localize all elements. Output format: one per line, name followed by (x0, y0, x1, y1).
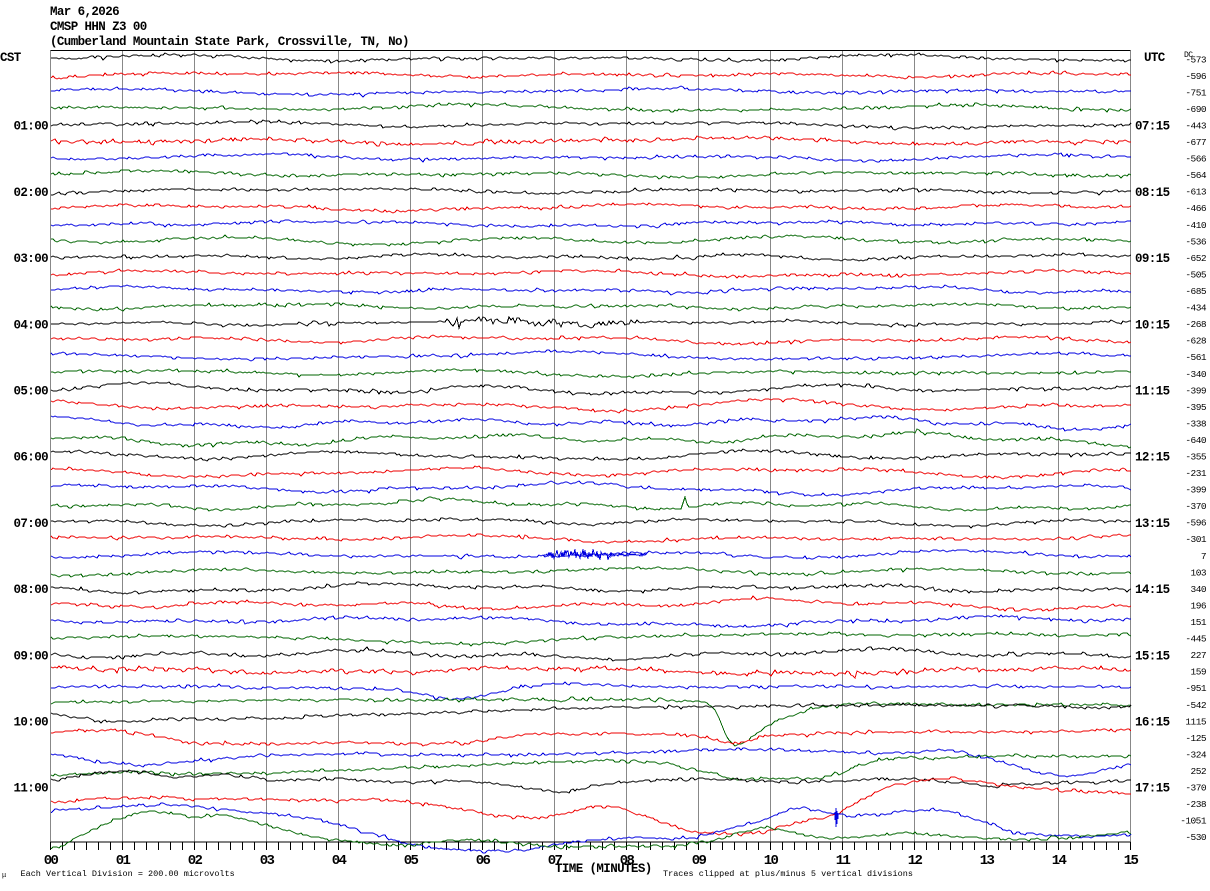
svg-text:-434: -434 (1185, 303, 1206, 314)
svg-text:-677: -677 (1185, 137, 1206, 148)
svg-text:7: 7 (1201, 551, 1206, 562)
svg-text:-301: -301 (1185, 534, 1206, 545)
svg-text:159: 159 (1191, 667, 1207, 678)
svg-text:-370: -370 (1185, 501, 1206, 512)
svg-text:-573: -573 (1185, 54, 1206, 65)
svg-text:-125: -125 (1185, 733, 1206, 744)
svg-text:1115: 1115 (1185, 716, 1206, 727)
svg-text:07:00: 07:00 (13, 517, 48, 531)
svg-text:-536: -536 (1185, 236, 1206, 247)
svg-text:10:15: 10:15 (1135, 318, 1170, 332)
svg-text:-566: -566 (1185, 154, 1206, 165)
svg-text:04: 04 (332, 853, 347, 869)
svg-text:-596: -596 (1185, 71, 1206, 82)
svg-text:-690: -690 (1185, 104, 1206, 115)
svg-text:CST: CST (0, 51, 22, 65)
svg-text:09:15: 09:15 (1135, 252, 1170, 266)
svg-text:252: 252 (1191, 766, 1207, 777)
svg-text:227: 227 (1191, 650, 1206, 661)
svg-text:-685: -685 (1185, 286, 1206, 297)
svg-text:09: 09 (692, 853, 707, 869)
svg-text:196: 196 (1191, 600, 1207, 611)
svg-text:14: 14 (1052, 853, 1067, 869)
svg-text:-596: -596 (1185, 518, 1206, 529)
svg-text:-410: -410 (1185, 220, 1206, 231)
svg-text:-561: -561 (1185, 352, 1206, 363)
svg-text:09:00: 09:00 (13, 649, 48, 663)
svg-text:Traces clipped at plus/minus 5: Traces clipped at plus/minus 5 vertical … (663, 869, 913, 879)
svg-text:11:15: 11:15 (1135, 385, 1170, 399)
svg-text:-231: -231 (1185, 468, 1206, 479)
svg-text:-505: -505 (1185, 269, 1206, 280)
svg-text:05:00: 05:00 (13, 385, 48, 399)
svg-text:01: 01 (116, 853, 131, 869)
svg-text:06: 06 (476, 853, 491, 869)
svg-text:04:00: 04:00 (13, 318, 48, 332)
svg-text:00: 00 (44, 853, 59, 869)
svg-text:-238: -238 (1185, 799, 1206, 810)
svg-text:-542: -542 (1185, 700, 1206, 711)
svg-text:14:15: 14:15 (1135, 583, 1170, 597)
svg-text:02:00: 02:00 (13, 186, 48, 200)
svg-text:12: 12 (908, 853, 923, 869)
svg-text:Mar 6,2026: Mar 6,2026 (50, 5, 119, 19)
svg-text:13:15: 13:15 (1135, 517, 1170, 531)
svg-text:-338: -338 (1185, 418, 1206, 429)
svg-text:13: 13 (980, 853, 995, 869)
svg-text:TIME (MINUTES): TIME (MINUTES) (555, 862, 652, 876)
svg-text:15:15: 15:15 (1135, 649, 1170, 663)
svg-text:-370: -370 (1185, 783, 1206, 794)
svg-text:CMSP HHN Z3 00: CMSP HHN Z3 00 (50, 20, 147, 34)
svg-text:02: 02 (188, 853, 203, 869)
svg-text:05: 05 (404, 853, 419, 869)
svg-text:-355: -355 (1185, 452, 1206, 463)
svg-text:-268: -268 (1185, 319, 1206, 330)
svg-text:01:00: 01:00 (13, 120, 48, 134)
svg-text:08: 08 (620, 853, 635, 869)
svg-text:-530: -530 (1185, 832, 1206, 843)
svg-text:08:00: 08:00 (13, 583, 48, 597)
svg-text:08:15: 08:15 (1135, 186, 1170, 200)
svg-text:DC: DC (1184, 51, 1193, 60)
svg-text:07: 07 (548, 853, 563, 869)
svg-text:03:00: 03:00 (13, 252, 48, 266)
svg-text:-652: -652 (1185, 253, 1206, 264)
svg-text:-951: -951 (1185, 683, 1206, 694)
svg-text:-445: -445 (1185, 634, 1206, 645)
svg-text:μ: μ (2, 872, 6, 880)
svg-text:11: 11 (836, 853, 851, 869)
svg-text:-628: -628 (1185, 336, 1206, 347)
svg-text:(Cumberland Mountain State Par: (Cumberland Mountain State Park, Crossvi… (50, 35, 409, 49)
svg-text:-324: -324 (1185, 749, 1206, 760)
svg-text:06:00: 06:00 (13, 451, 48, 465)
svg-text:10:00: 10:00 (13, 716, 48, 730)
svg-text:UTC: UTC (1144, 51, 1166, 65)
svg-text:15: 15 (1124, 853, 1139, 869)
svg-text:16:15: 16:15 (1135, 716, 1170, 730)
svg-text:-399: -399 (1185, 485, 1206, 496)
svg-text:-613: -613 (1185, 187, 1206, 198)
svg-text:151: 151 (1191, 617, 1207, 628)
svg-text:-340: -340 (1185, 369, 1206, 380)
svg-text:11:00: 11:00 (13, 782, 48, 796)
svg-text:-564: -564 (1185, 170, 1206, 181)
svg-text:03: 03 (260, 853, 275, 869)
svg-text:10: 10 (764, 853, 779, 869)
svg-text:-443: -443 (1185, 121, 1206, 132)
svg-text:-1051: -1051 (1180, 816, 1207, 827)
svg-text:103: 103 (1191, 567, 1207, 578)
svg-text:07:15: 07:15 (1135, 120, 1170, 134)
svg-text:-395: -395 (1185, 402, 1206, 413)
svg-text:-466: -466 (1185, 203, 1206, 214)
svg-text:340: 340 (1191, 584, 1207, 595)
svg-text:Each Vertical Division = 200.: Each Vertical Division = 200.00 microvol… (21, 869, 235, 879)
svg-text:12:15: 12:15 (1135, 451, 1170, 465)
svg-text:-640: -640 (1185, 435, 1206, 446)
svg-text:-399: -399 (1185, 385, 1206, 396)
svg-text:-751: -751 (1185, 87, 1206, 98)
svg-text:17:15: 17:15 (1135, 782, 1170, 796)
